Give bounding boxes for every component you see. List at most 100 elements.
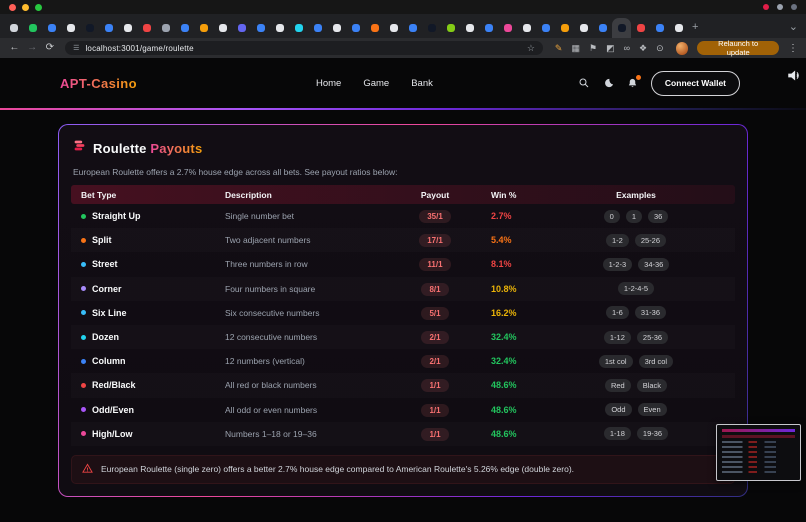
examples-cell: Red Black (573, 378, 735, 392)
browser-tab[interactable] (555, 18, 574, 38)
browser-tab[interactable] (403, 18, 422, 38)
pip-content (722, 441, 795, 443)
new-tab-button[interactable]: + (692, 21, 699, 33)
browser-tab[interactable] (574, 18, 593, 38)
examples-cell: 1-2-4-5 (573, 282, 735, 296)
nav-link-bank[interactable]: Bank (411, 77, 433, 89)
browser-tab[interactable] (517, 18, 536, 38)
browser-tab[interactable] (61, 18, 80, 38)
win-percent: 48.6% (491, 380, 517, 391)
browser-tab[interactable] (23, 18, 42, 38)
browser-tab[interactable] (498, 18, 517, 38)
browser-tab[interactable] (384, 18, 403, 38)
browser-tab[interactable] (422, 18, 441, 38)
extension-icon[interactable]: ▦ (571, 42, 580, 53)
address-bar[interactable]: ☰ localhost:3001/game/roulette ☆ (65, 41, 543, 55)
column-header: Bet Type (81, 189, 117, 200)
browser-tab[interactable] (308, 18, 327, 38)
example-badge: 34-36 (638, 257, 670, 271)
browser-tab[interactable] (669, 18, 688, 38)
extension-icons: ✎ ▦ ⚑ ◩ ∞ ❖ ⊙ (554, 42, 664, 53)
url-text[interactable]: localhost:3001/game/roulette (85, 43, 194, 53)
browser-menu-icon[interactable]: ⋮ (788, 42, 798, 54)
browser-tab[interactable] (346, 18, 365, 38)
site-info-icon[interactable]: ☰ (73, 45, 80, 52)
browser-tab[interactable] (441, 18, 460, 38)
extension-icon[interactable]: ⚑ (588, 42, 598, 53)
browser-tab[interactable] (289, 18, 308, 38)
connect-wallet-button[interactable]: Connect Wallet (650, 70, 740, 96)
site-logo[interactable]: APT-Casino (60, 75, 137, 91)
browser-tab[interactable] (593, 18, 612, 38)
bet-color-dot (81, 431, 86, 437)
bookmark-star-icon[interactable]: ☆ (526, 42, 535, 53)
browser-tab[interactable] (460, 18, 479, 38)
browser-tab[interactable] (536, 18, 555, 38)
browser-tab[interactable] (118, 18, 137, 38)
search-icon[interactable] (578, 77, 590, 89)
gradient-divider (0, 108, 806, 110)
examples-cell: 0 1 36 (573, 209, 735, 223)
nav-link-game[interactable]: Game (363, 77, 390, 89)
browser-tab[interactable] (251, 18, 270, 38)
column-header: Win % (491, 189, 517, 200)
tab-favicon (47, 24, 56, 32)
browser-tab[interactable] (232, 18, 251, 38)
speaker-icon[interactable] (787, 69, 802, 87)
notifications-bell-icon[interactable] (627, 74, 641, 89)
browser-tab[interactable] (270, 18, 289, 38)
example-badge: 36 (648, 209, 669, 223)
extension-icon[interactable]: ◩ (606, 42, 615, 53)
pip-preview-window[interactable] (716, 424, 801, 481)
payout-cell: 1/1 (421, 379, 449, 393)
nav-link-home[interactable]: Home (316, 77, 342, 89)
browser-tab[interactable] (194, 18, 213, 38)
extension-icon[interactable]: ⊙ (656, 42, 664, 53)
bet-description: Three numbers in row (225, 259, 308, 270)
forward-button[interactable]: → (27, 42, 38, 53)
extension-icon[interactable]: ❖ (639, 42, 648, 53)
browser-tab[interactable] (479, 18, 498, 38)
zoom-window-button[interactable] (35, 3, 42, 11)
bet-type-cell: Odd/Even (81, 405, 225, 415)
bet-description: 12 consecutive numbers (225, 332, 318, 343)
bet-type-cell: Corner (81, 284, 225, 294)
win-percent: 48.6% (491, 404, 517, 415)
bet-name: Dozen (92, 332, 119, 343)
browser-tab[interactable] (365, 18, 384, 38)
browser-tab[interactable] (650, 18, 669, 38)
extension-icon[interactable]: ∞ (623, 42, 630, 53)
relaunch-update-button[interactable]: Relaunch to update (697, 39, 779, 57)
browser-tab[interactable] (99, 18, 118, 38)
reload-button[interactable]: ⟳ (45, 42, 54, 53)
browser-tab[interactable] (4, 18, 23, 38)
example-badge: 25-26 (634, 233, 667, 247)
browser-tab[interactable] (156, 18, 175, 38)
bet-description: 12 numbers (vertical) (225, 356, 305, 367)
browser-tab[interactable] (612, 18, 631, 38)
browser-tab[interactable] (175, 18, 194, 38)
dark-mode-moon-icon[interactable] (603, 78, 614, 89)
extension-icon[interactable]: ✎ (554, 42, 563, 53)
browser-tab[interactable] (631, 18, 650, 38)
example-badge: 1st col (598, 354, 633, 368)
minimize-window-button[interactable] (22, 3, 29, 11)
back-button[interactable]: ← (9, 42, 20, 53)
browser-tab[interactable] (80, 18, 99, 38)
browser-tab[interactable] (327, 18, 346, 38)
tab-favicon (541, 24, 550, 32)
table-row: Street Three numbers in row 11/1 8.1% 1-2-3 3… (71, 252, 735, 276)
site-nav: Home Game Bank (316, 58, 433, 108)
table-row: Dozen 12 consecutive numbers 2/1 32.4% 1-12 2… (71, 325, 735, 349)
page-content: APT-Casino Home Game Bank Connect Wallet (0, 58, 806, 522)
browser-tab[interactable] (137, 18, 156, 38)
payout-badge: 1/1 (421, 379, 449, 393)
browser-tab[interactable] (213, 18, 232, 38)
tab-search-button[interactable]: ⌄ (788, 21, 798, 33)
coins-icon (73, 139, 86, 157)
profile-avatar[interactable] (675, 41, 689, 55)
browser-tab[interactable] (42, 18, 61, 38)
close-window-button[interactable] (9, 3, 16, 11)
card-title-row: Roulette Payouts (73, 139, 735, 157)
